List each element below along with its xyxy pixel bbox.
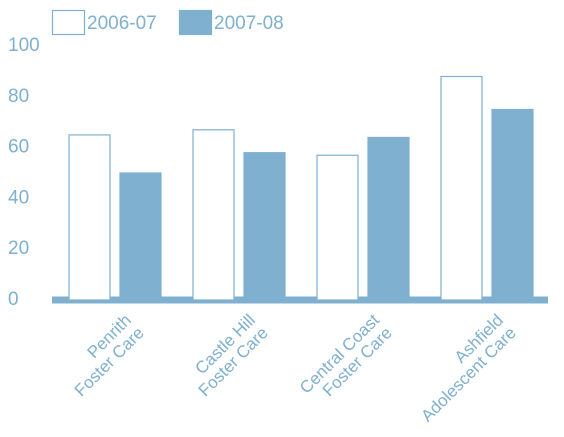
bar <box>68 134 111 301</box>
y-tick-label: 0 <box>8 289 19 310</box>
bar <box>440 75 483 301</box>
bar <box>243 152 286 301</box>
y-tick-label: 100 <box>8 35 40 56</box>
bar <box>119 172 162 301</box>
bar <box>192 129 235 301</box>
legend-swatch <box>178 9 213 36</box>
legend-swatch <box>51 9 86 36</box>
y-tick-label: 40 <box>8 187 29 208</box>
bar <box>491 108 534 301</box>
y-tick-label: 60 <box>8 137 29 158</box>
y-tick-label: 80 <box>8 86 29 107</box>
bar <box>367 136 410 301</box>
bar <box>316 154 359 301</box>
legend-label: 2006-07 <box>87 13 157 34</box>
legend-label: 2007-08 <box>214 13 284 34</box>
y-tick-label: 20 <box>8 238 29 259</box>
